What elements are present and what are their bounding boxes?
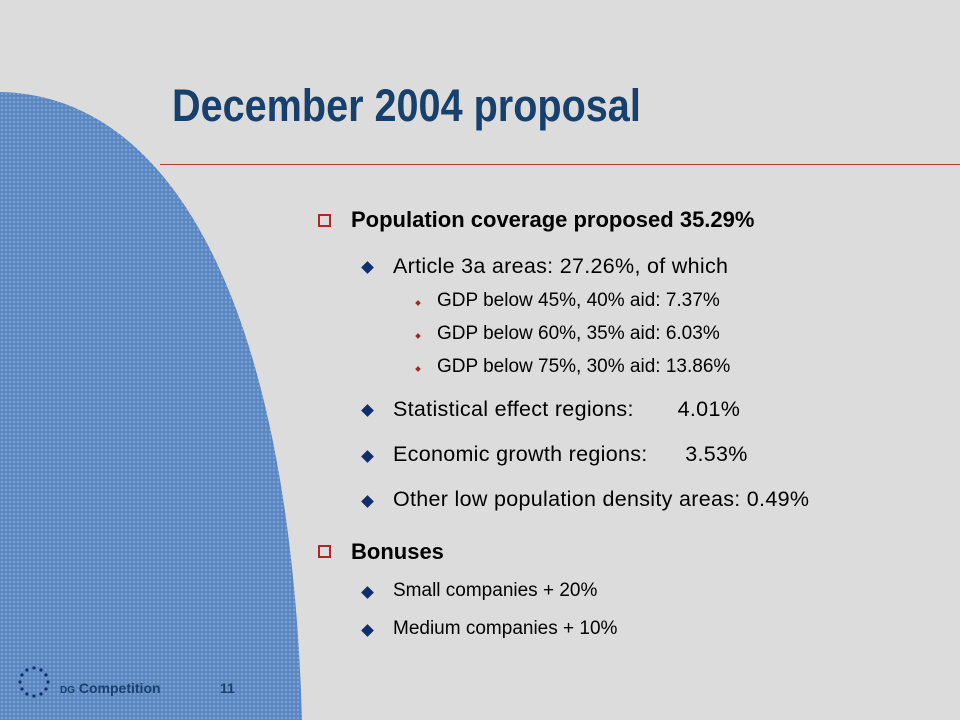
square-bullet-icon [318, 545, 331, 558]
sub-list-item: GDP below 60%, 35% aid: 6.03% [437, 323, 720, 344]
eu-stars-icon [18, 666, 50, 698]
diamond-bullet-icon [361, 586, 374, 599]
diamond-bullet-icon [361, 261, 374, 274]
list-item: Small companies + 20% [393, 580, 598, 601]
footer-department-name: Competition [78, 680, 161, 696]
sub-list-item: GDP below 45%, 40% aid: 7.37% [437, 290, 720, 311]
title-divider [160, 164, 960, 165]
diamond-bullet-icon [361, 450, 374, 463]
small-bullet-icon [415, 300, 421, 306]
sub-list-item: GDP below 75%, 30% aid: 13.86% [437, 356, 731, 377]
list-item: Article 3a areas: 27.26%, of which [393, 254, 729, 278]
list-item: Economic growth regions: 3.53% [393, 442, 748, 466]
footer-department: DG Competition [60, 680, 161, 696]
footer-dg: DG [60, 685, 75, 696]
list-item: Medium companies + 10% [393, 618, 618, 639]
diamond-bullet-icon [361, 404, 374, 417]
small-bullet-icon [415, 366, 421, 372]
square-bullet-icon [318, 214, 331, 227]
list-item: Other low population density areas: 0.49… [393, 487, 810, 511]
slide-title: December 2004 proposal [172, 80, 641, 131]
small-bullet-icon [415, 333, 421, 339]
diamond-bullet-icon [361, 624, 374, 637]
page-number: 11 [220, 680, 235, 696]
list-item: Statistical effect regions: 4.01% [393, 397, 741, 421]
section-heading: Bonuses [351, 539, 444, 564]
diamond-bullet-icon [361, 495, 374, 508]
section-heading: Population coverage proposed 35.29% [351, 207, 755, 232]
